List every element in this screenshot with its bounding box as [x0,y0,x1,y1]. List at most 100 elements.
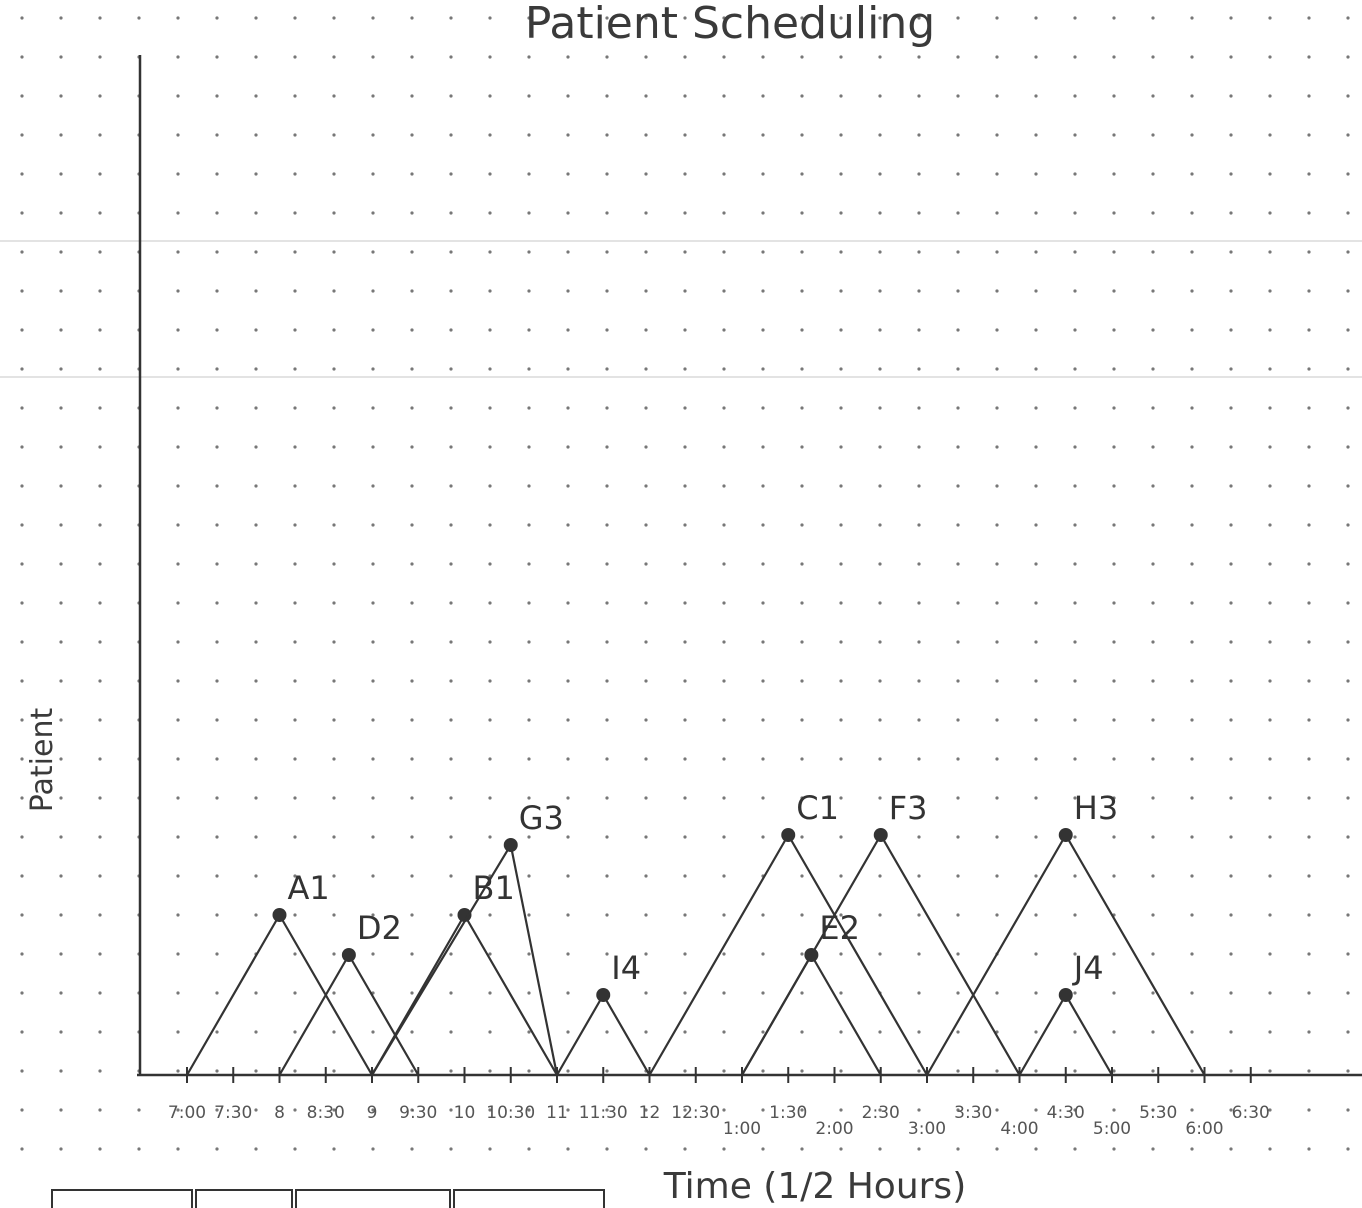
grid-dot [1229,289,1233,293]
grid-dot [1112,250,1116,254]
grid-dot [488,367,492,371]
grid-dot [995,796,999,800]
grid-dot [683,328,687,332]
grid-dot [1190,1030,1194,1034]
grid-dot [800,328,804,332]
grid-dot [410,445,414,449]
grid-dot [800,835,804,839]
grid-dot [1229,835,1233,839]
grid-dot [215,484,219,488]
grid-dot [254,562,258,566]
grid-dot [1307,172,1311,176]
grid-dot [449,913,453,917]
grid-dot [1229,874,1233,878]
grid-dot [59,757,63,761]
grid-dot [722,601,726,605]
patient-peak-point [781,828,796,842]
x-tick-labels-lower: 1:00 2:00 3:00 4:00 5:00 6:00 [723,1119,1224,1139]
grid-dot [1112,1030,1116,1034]
grid-dot [59,55,63,59]
grid-dot [1034,1030,1038,1034]
grid-dot [98,640,102,644]
grid-dot [1151,874,1155,878]
patient-line [556,993,651,1076]
grid-dot [566,445,570,449]
grid-dot [449,133,453,137]
grid-dot [293,484,297,488]
grid-dot [878,445,882,449]
grid-dot [59,679,63,683]
grid-dot [488,55,492,59]
grid-dot [1151,991,1155,995]
grid-dot [956,250,960,254]
grid-dot [98,445,102,449]
grid-dot [1190,523,1194,527]
grid-dot [800,601,804,605]
grid-dot [137,16,141,20]
grid-dot [800,562,804,566]
grid-dot [1268,523,1272,527]
grid-dot [449,796,453,800]
grid-dot [59,445,63,449]
grid-dot [176,289,180,293]
grid-dot [1151,1147,1155,1151]
grid-dot [1073,406,1077,410]
grid-dot [839,211,843,215]
grid-dot [254,328,258,332]
grid-dot [527,601,531,605]
grid-dot [1229,718,1233,722]
grid-dot [254,1147,258,1151]
grid-dot [1073,367,1077,371]
grid-dot [215,406,219,410]
grid-dot [1307,1069,1311,1073]
grid-dot [1151,835,1155,839]
grid-dot [1268,250,1272,254]
grid-dot [1112,562,1116,566]
grid-dot [1268,172,1272,176]
grid-dot [839,328,843,332]
grid-dot [800,484,804,488]
grid-dot [605,172,609,176]
grid-dot [605,250,609,254]
patient-label: I4 [611,949,641,987]
grid-dot [683,757,687,761]
patient-line [186,913,373,1076]
grid-dot [800,16,804,20]
grid-dot [566,835,570,839]
grid-dot [254,445,258,449]
grid-dot [644,367,648,371]
grid-dot [371,796,375,800]
grid-dot [566,640,570,644]
grid-dot [1112,484,1116,488]
grid-dot [1034,328,1038,332]
grid-dot [215,757,219,761]
grid-dot [20,640,24,644]
grid-dot [371,640,375,644]
grid-dot [878,523,882,527]
grid-dot [59,1147,63,1151]
grid-dot [488,484,492,488]
grid-dot [215,991,219,995]
grid-dot [1034,1069,1038,1073]
grid-dot [410,16,414,20]
grid-dot [761,835,765,839]
grid-dot [1307,991,1311,995]
grid-dot [254,679,258,683]
grid-dot [995,835,999,839]
grid-dot [761,1108,765,1112]
grid-dot [449,952,453,956]
grid-dot [917,1030,921,1034]
grid-dot [800,718,804,722]
grid-dot [722,367,726,371]
grid-dot [293,1030,297,1034]
grid-dot [1151,640,1155,644]
grid-dot [644,211,648,215]
grid-dot [1073,952,1077,956]
grid-dot [800,55,804,59]
grid-dot [956,94,960,98]
grid-dot [332,991,336,995]
grid-dot [1034,406,1038,410]
grid-dot [293,133,297,137]
grid-dot [761,367,765,371]
